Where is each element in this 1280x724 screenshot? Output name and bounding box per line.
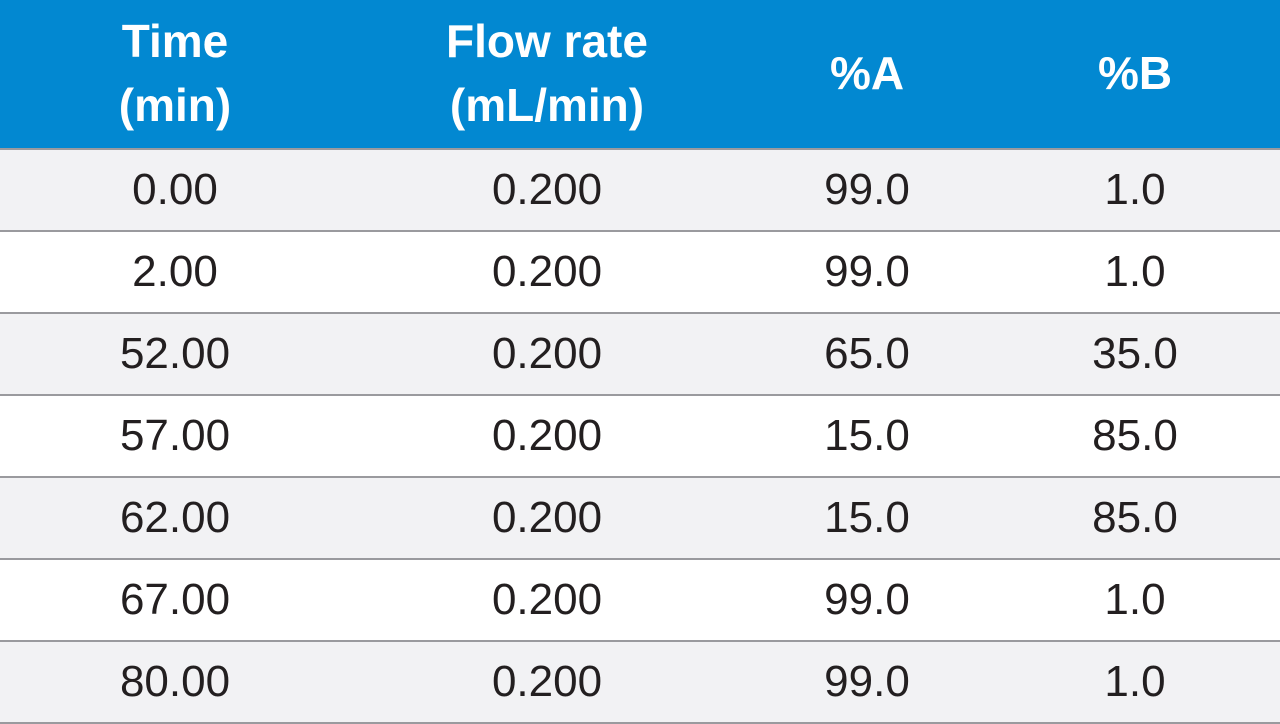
cell-time: 80.00 bbox=[119, 657, 231, 706]
cell-percent-b: 1.0 bbox=[1104, 165, 1166, 214]
cell-time: 57.00 bbox=[119, 411, 231, 460]
table-row: 52.00 0.200 65.0 35.0 bbox=[0, 314, 1280, 396]
cell-percent-b: 1.0 bbox=[1104, 575, 1166, 624]
table-body: 0.00 0.200 99.0 1.0 2.00 0.200 99.0 1.0 … bbox=[0, 150, 1280, 724]
table-row: 62.00 0.200 15.0 85.0 bbox=[0, 478, 1280, 560]
cell-percent-b: 1.0 bbox=[1104, 247, 1166, 296]
table-row: 80.00 0.200 99.0 1.0 bbox=[0, 642, 1280, 724]
cell-flow-rate: 0.200 bbox=[491, 575, 603, 624]
cell-percent-a: 15.0 bbox=[824, 493, 910, 542]
cell-time: 62.00 bbox=[119, 493, 231, 542]
header-divider bbox=[0, 148, 1280, 150]
cell-percent-b: 35.0 bbox=[1092, 329, 1178, 378]
cell-percent-a: 99.0 bbox=[824, 247, 910, 296]
cell-percent-b: 85.0 bbox=[1092, 411, 1178, 460]
cell-time: 0.00 bbox=[132, 165, 218, 214]
cell-time: 52.00 bbox=[119, 329, 231, 378]
header-flow-rate: Flow rate (mL/min) bbox=[446, 15, 648, 131]
header-time: Time (min) bbox=[118, 15, 232, 131]
cell-flow-rate: 0.200 bbox=[491, 329, 603, 378]
cell-percent-b: 1.0 bbox=[1104, 657, 1166, 706]
header-percent-a: %A bbox=[829, 47, 905, 99]
table-row: 0.00 0.200 99.0 1.0 bbox=[0, 150, 1280, 232]
table-row: 2.00 0.200 99.0 1.0 bbox=[0, 232, 1280, 314]
cell-percent-a: 99.0 bbox=[824, 657, 910, 706]
cell-flow-rate: 0.200 bbox=[491, 165, 603, 214]
cell-percent-a: 99.0 bbox=[824, 575, 910, 624]
table-row: 67.00 0.200 99.0 1.0 bbox=[0, 560, 1280, 642]
cell-flow-rate: 0.200 bbox=[491, 657, 603, 706]
cell-flow-rate: 0.200 bbox=[491, 411, 603, 460]
cell-flow-rate: 0.200 bbox=[491, 247, 603, 296]
table-row: 57.00 0.200 15.0 85.0 bbox=[0, 396, 1280, 478]
cell-percent-b: 85.0 bbox=[1092, 493, 1178, 542]
cell-flow-rate: 0.200 bbox=[491, 493, 603, 542]
cell-time: 2.00 bbox=[132, 247, 218, 296]
cell-percent-a: 65.0 bbox=[824, 329, 910, 378]
cell-percent-a: 99.0 bbox=[824, 165, 910, 214]
cell-time: 67.00 bbox=[119, 575, 231, 624]
header-percent-b: %B bbox=[1097, 47, 1173, 99]
cell-percent-a: 15.0 bbox=[824, 411, 910, 460]
table-header: Time (min) Flow rate (mL/min) %A %B bbox=[0, 0, 1280, 148]
